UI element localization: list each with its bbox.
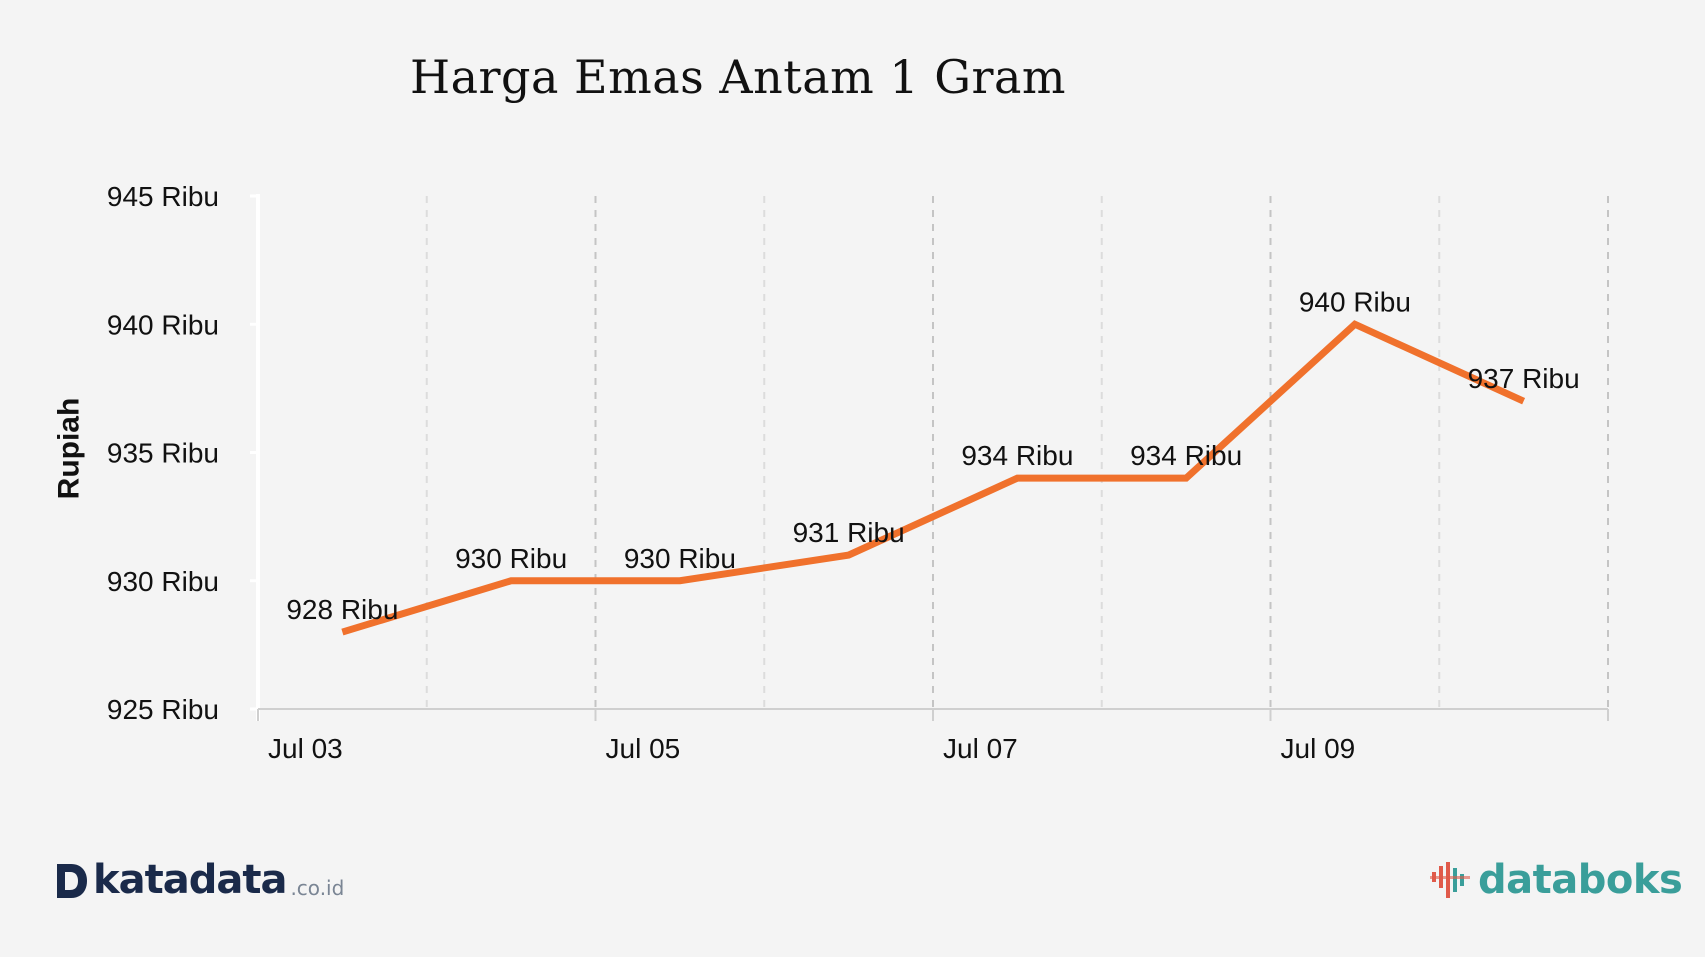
data-label: 934 Ribu <box>961 440 1073 471</box>
series-lines <box>341 320 1526 636</box>
x-tick-label: Jul 05 <box>606 733 681 764</box>
y-tick-label: 935 Ribu <box>107 438 219 469</box>
y-tick-label: 945 Ribu <box>107 181 219 212</box>
katadata-mark-icon <box>57 864 87 898</box>
katadata-domain-suffix: .co.id <box>290 876 345 900</box>
series-line <box>341 320 1526 636</box>
y-tick-labels: 925 Ribu 930 Ribu 935 Ribu 940 Ribu 945 Ribu <box>107 181 219 725</box>
chart-title: Harga Emas Antam 1 Gram <box>410 50 1067 104</box>
data-label: 928 Ribu <box>286 594 398 625</box>
y-tick-label: 925 Ribu <box>107 694 219 725</box>
katadata-logo: katadata .co.id <box>55 860 344 900</box>
y-axis-title: Rupiah <box>53 398 86 500</box>
databoks-logo: databoks <box>1428 857 1683 903</box>
data-label: 930 Ribu <box>624 543 736 574</box>
y-tick-label: 930 Ribu <box>107 566 219 597</box>
y-tick-label: 940 Ribu <box>107 309 219 340</box>
grid-lines <box>425 196 1609 709</box>
katadata-wordmark: katadata <box>93 857 287 903</box>
data-label: 931 Ribu <box>793 517 905 548</box>
x-tick-label: Jul 03 <box>268 733 343 764</box>
databoks-mark-icon <box>1430 862 1470 898</box>
x-tick-labels: Jul 03 Jul 05 Jul 07 Jul 09 <box>268 733 1355 764</box>
data-label: 930 Ribu <box>455 543 567 574</box>
x-tick-label: Jul 09 <box>1281 733 1356 764</box>
data-label: 937 Ribu <box>1468 363 1580 394</box>
data-labels: 928 Ribu 930 Ribu 930 Ribu 931 Ribu 934 Ribu… <box>286 286 1579 625</box>
databoks-wordmark: databoks <box>1478 857 1683 903</box>
axes <box>250 194 1609 721</box>
data-label: 940 Ribu <box>1299 286 1411 317</box>
data-label: 934 Ribu <box>1130 440 1242 471</box>
x-tick-label: Jul 07 <box>943 733 1018 764</box>
